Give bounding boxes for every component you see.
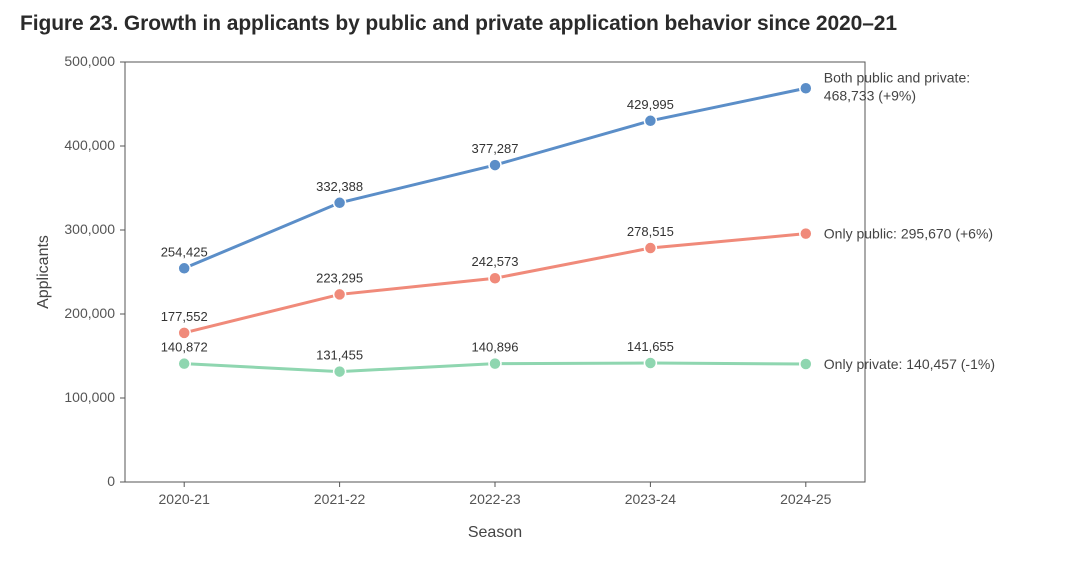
data-label: 429,995: [627, 97, 674, 112]
series-end-label: 468,733 (+9%): [824, 87, 916, 103]
data-label: 278,515: [627, 224, 674, 239]
x-tick-label: 2022-23: [469, 491, 521, 507]
data-point: [800, 228, 812, 240]
y-tick-label: 400,000: [64, 137, 115, 153]
data-point: [489, 159, 501, 171]
series-end-label: Only public: 295,670 (+6%): [824, 226, 993, 242]
data-point: [644, 242, 656, 254]
y-tick-label: 0: [107, 473, 115, 489]
data-point: [800, 358, 812, 370]
y-tick-label: 100,000: [64, 389, 115, 405]
y-axis-title: Applicants: [35, 235, 52, 309]
data-label: 177,552: [161, 309, 208, 324]
data-label: 141,655: [627, 339, 674, 354]
data-label: 377,287: [472, 141, 519, 156]
chart: 0 100,000 200,000 300,000 400,000 500,000 2020…: [20, 42, 1060, 552]
data-point: [178, 358, 190, 370]
x-tick-label: 2024-25: [780, 491, 832, 507]
x-tick-label: 2021-22: [314, 491, 366, 507]
data-point: [334, 197, 346, 209]
y-tick-label: 300,000: [64, 221, 115, 237]
series-end-label: Only private: 140,457 (-1%): [824, 356, 995, 372]
data-point: [644, 115, 656, 127]
data-point: [800, 82, 812, 94]
data-label: 242,573: [472, 254, 519, 269]
data-point: [489, 358, 501, 370]
data-point: [489, 272, 501, 284]
data-label: 332,388: [316, 179, 363, 194]
data-point: [334, 366, 346, 378]
data-point: [334, 288, 346, 300]
data-label: 254,425: [161, 244, 208, 259]
data-label: 140,872: [161, 340, 208, 355]
data-point: [178, 327, 190, 339]
x-axis-title: Season: [468, 524, 522, 541]
y-tick-label: 200,000: [64, 305, 115, 321]
y-tick-label: 500,000: [64, 53, 115, 69]
x-tick-label: 2020-21: [159, 491, 211, 507]
data-label: 131,455: [316, 348, 363, 363]
figure-title: Figure 23. Growth in applicants by publi…: [20, 12, 1060, 36]
data-point: [178, 262, 190, 274]
data-label: 223,295: [316, 270, 363, 285]
series-end-label: Both public and private:: [824, 69, 970, 85]
data-label: 140,896: [472, 340, 519, 355]
data-point: [644, 357, 656, 369]
x-tick-label: 2023-24: [625, 491, 677, 507]
